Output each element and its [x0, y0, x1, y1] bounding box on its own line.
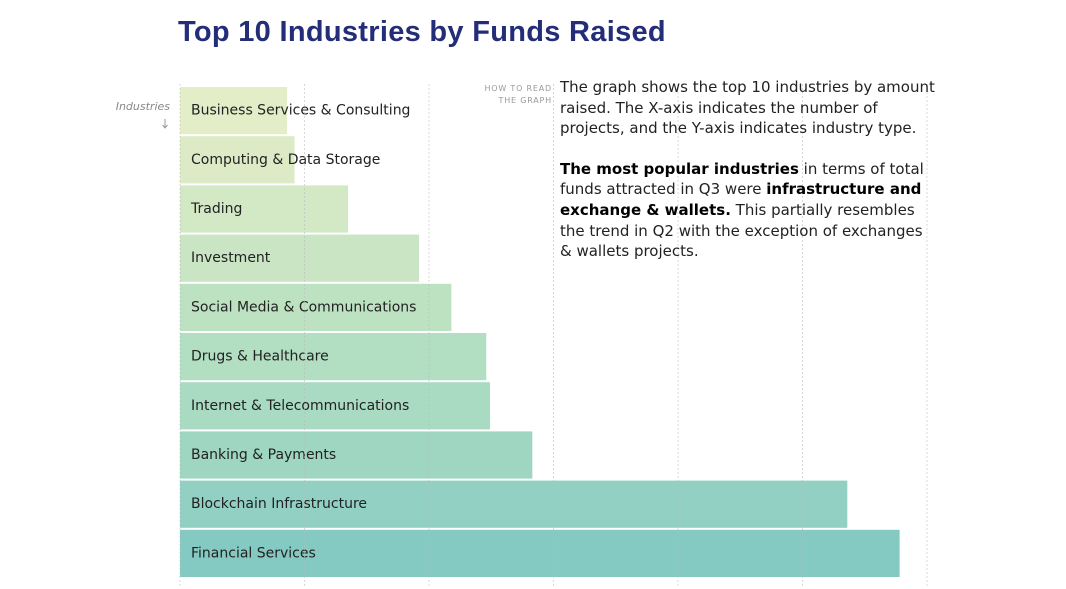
bar	[180, 431, 533, 479]
annotation-text: The graph shows the top 10 industries by…	[560, 78, 935, 138]
bar-label: Business Services & Consulting	[191, 103, 410, 119]
bar-label: Internet & Telecommunications	[191, 398, 409, 414]
axis-arrow-head	[162, 124, 168, 129]
bar-label: Social Media & Communications	[191, 299, 416, 315]
bar	[180, 529, 900, 577]
bar-label: Investment	[191, 250, 271, 266]
annotation-text: in terms of total funds attracted in Q3 …	[560, 159, 924, 199]
bar	[180, 283, 452, 331]
bar-label: Computing & Data Storage	[191, 152, 380, 168]
bar	[180, 234, 420, 282]
chart-title: Top 10 Industries by Funds Raised	[178, 16, 666, 48]
bar	[180, 87, 288, 135]
bar	[180, 136, 295, 184]
bar-label: Financial Services	[191, 545, 316, 561]
bar-label: Drugs & Healthcare	[191, 349, 329, 365]
annotation: The graph shows the top 10 industries by…	[560, 77, 935, 282]
bar	[180, 480, 848, 528]
bar-label: Banking & Payments	[191, 447, 336, 463]
y-axis-label: Industries	[115, 100, 170, 113]
annotation-text: infrastructure and exchange & wallets.	[560, 180, 922, 219]
read-label: HOW TO READ THE GRAPH	[484, 84, 552, 105]
annotation-text: This partially resembles the trend in Q2…	[560, 200, 923, 261]
annotation-paragraph: The graph shows the top 10 industries by…	[560, 77, 935, 139]
bar	[180, 382, 491, 430]
bar-label: Blockchain Infrastructure	[191, 496, 367, 512]
annotation-paragraph: The most popular industries in terms of …	[560, 159, 935, 262]
bar	[180, 333, 487, 381]
annotation-text: The most popular industries	[560, 159, 799, 178]
bar-label: Trading	[190, 201, 242, 217]
bar	[180, 185, 349, 233]
